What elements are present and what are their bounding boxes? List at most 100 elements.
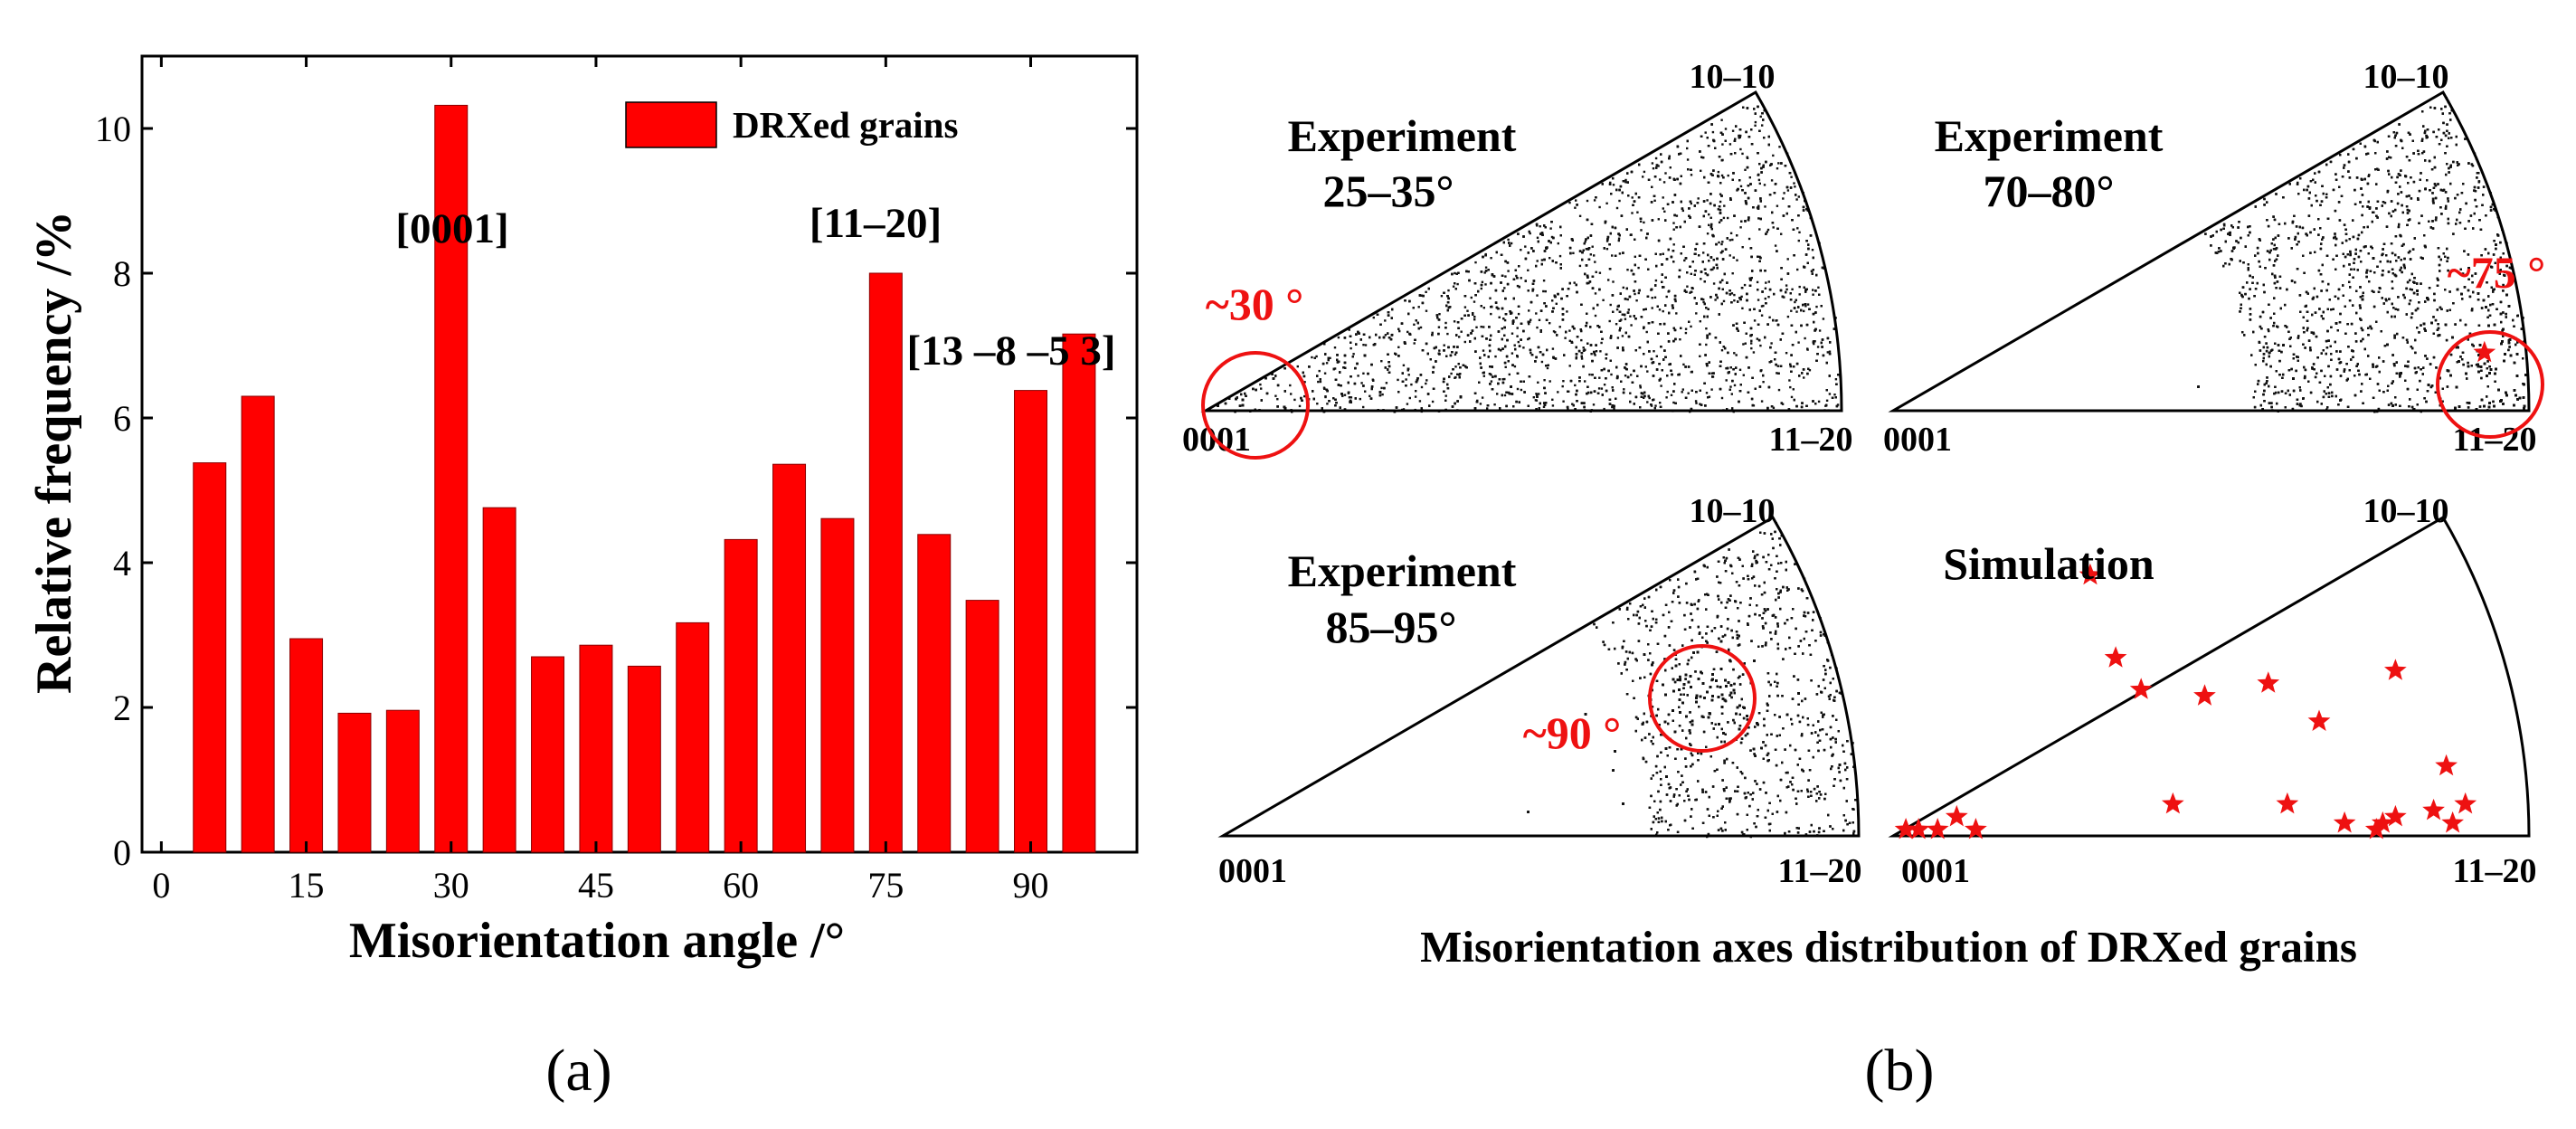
scatter-dot bbox=[1735, 366, 1738, 369]
scatter-dot bbox=[1559, 267, 1562, 270]
scatter-dot bbox=[1484, 252, 1487, 256]
scatter-dot bbox=[1772, 406, 1776, 409]
scatter-dot bbox=[1324, 395, 1327, 398]
scatter-dot bbox=[1699, 355, 1701, 357]
scatter-dot bbox=[1762, 304, 1765, 308]
scatter-dot bbox=[1368, 394, 1371, 397]
scatter-dot bbox=[1518, 401, 1520, 403]
scatter-dot bbox=[1771, 211, 1774, 214]
scatter-dot bbox=[1506, 261, 1510, 264]
scatter-dot bbox=[1758, 129, 1761, 132]
scatter-dot bbox=[1780, 278, 1783, 280]
scatter-dot bbox=[1705, 392, 1709, 394]
scatter-dot bbox=[1729, 198, 1732, 201]
scatter-dot bbox=[1702, 242, 1706, 245]
scatter-dot bbox=[1706, 337, 1709, 339]
scatter-dot bbox=[1663, 210, 1666, 213]
scatter-dot bbox=[1586, 248, 1590, 251]
scatter-dot bbox=[1836, 403, 1840, 406]
scatter-dot bbox=[1578, 250, 1582, 252]
scatter-dot bbox=[1473, 392, 1477, 394]
scatter-dot bbox=[1806, 303, 1810, 306]
scatter-dot bbox=[1634, 395, 1638, 399]
scatter-dot bbox=[1594, 376, 1596, 379]
scatter-dot bbox=[1728, 371, 1730, 374]
scatter-dot bbox=[1789, 363, 1792, 365]
scatter-dot bbox=[1681, 209, 1684, 213]
bar bbox=[193, 462, 227, 853]
scatter-dot bbox=[1530, 351, 1532, 355]
scatter-dot bbox=[1689, 200, 1692, 203]
scatter-dot bbox=[1764, 287, 1767, 289]
scatter-dot bbox=[1440, 295, 1444, 298]
scatter-dot bbox=[1472, 312, 1474, 315]
scatter-dot bbox=[1431, 334, 1434, 337]
scatter-dot bbox=[1412, 307, 1415, 309]
scatter-dot bbox=[1642, 176, 1644, 178]
scatter-dot bbox=[1603, 407, 1605, 411]
scatter-dot bbox=[1454, 271, 1456, 275]
scatter-dot bbox=[1694, 400, 1698, 403]
scatter-dot bbox=[1536, 394, 1539, 396]
scatter-dot bbox=[1739, 384, 1742, 386]
scatter-dot bbox=[1826, 337, 1830, 340]
scatter-dot bbox=[1726, 408, 1728, 411]
scatter-dot bbox=[1569, 379, 1573, 383]
scatter-dot bbox=[1680, 327, 1682, 329]
scatter-dot bbox=[1312, 397, 1315, 401]
scatter-dot bbox=[1578, 380, 1581, 383]
scatter-dot bbox=[1540, 360, 1544, 364]
scatter-dot bbox=[1437, 318, 1441, 321]
scatter-dot bbox=[1362, 344, 1365, 346]
scatter-dot bbox=[1409, 333, 1412, 336]
scatter-dot bbox=[1387, 365, 1391, 368]
scatter-dot bbox=[1420, 294, 1423, 297]
scatter-dot bbox=[1624, 375, 1627, 377]
scatter-dot bbox=[1598, 205, 1601, 209]
scatter-dot bbox=[1779, 289, 1783, 292]
scatter-dot bbox=[1705, 363, 1709, 365]
scatter-dot bbox=[1738, 179, 1741, 182]
scatter-dot bbox=[1775, 319, 1777, 322]
scatter-dot bbox=[1630, 374, 1633, 376]
scatter-dot bbox=[1595, 350, 1598, 353]
scatter-dot bbox=[1546, 366, 1549, 370]
scatter-dot bbox=[1535, 223, 1539, 226]
scatter-dot bbox=[1767, 296, 1770, 299]
scatter-dot bbox=[1387, 368, 1389, 371]
scatter-dot bbox=[1680, 200, 1682, 204]
scatter-dot bbox=[1362, 372, 1365, 375]
scatter-dot bbox=[1539, 232, 1542, 235]
scatter-dot bbox=[1718, 156, 1721, 158]
scatter-dot bbox=[1414, 338, 1416, 341]
scatter-dot bbox=[1630, 170, 1634, 174]
scatter-dot bbox=[1528, 337, 1530, 340]
scatter-dot bbox=[1749, 183, 1752, 185]
scatter-dot bbox=[1529, 348, 1532, 352]
scatter-dot bbox=[1586, 342, 1589, 345]
scatter-dot bbox=[1391, 308, 1394, 311]
scatter-dot bbox=[1380, 386, 1383, 390]
scatter-dot bbox=[1324, 353, 1327, 356]
scatter-dot bbox=[1565, 330, 1567, 334]
scatter-dot bbox=[1501, 347, 1504, 350]
scatter-dot bbox=[1486, 404, 1490, 407]
scatter-dot bbox=[1812, 256, 1814, 260]
scatter-dot bbox=[1560, 297, 1563, 300]
scatter-dot bbox=[1804, 305, 1807, 308]
scatter-dot bbox=[1776, 365, 1779, 367]
scatter-dot bbox=[1626, 375, 1630, 379]
scatter-dot bbox=[1489, 297, 1492, 299]
scatter-dot bbox=[1761, 290, 1764, 293]
scatter-dot bbox=[1384, 319, 1387, 322]
scatter-dot bbox=[1795, 198, 1798, 201]
scatter-dot bbox=[1785, 284, 1788, 287]
scatter-dot bbox=[1693, 273, 1696, 276]
scatter-dot bbox=[1497, 308, 1500, 310]
scatter-dot bbox=[1741, 152, 1744, 156]
scatter-dot bbox=[1522, 346, 1525, 349]
scatter-dot bbox=[1570, 238, 1574, 241]
scatter-dot bbox=[1703, 268, 1707, 270]
x-axis-title: Misorientation angle /° bbox=[349, 913, 845, 969]
